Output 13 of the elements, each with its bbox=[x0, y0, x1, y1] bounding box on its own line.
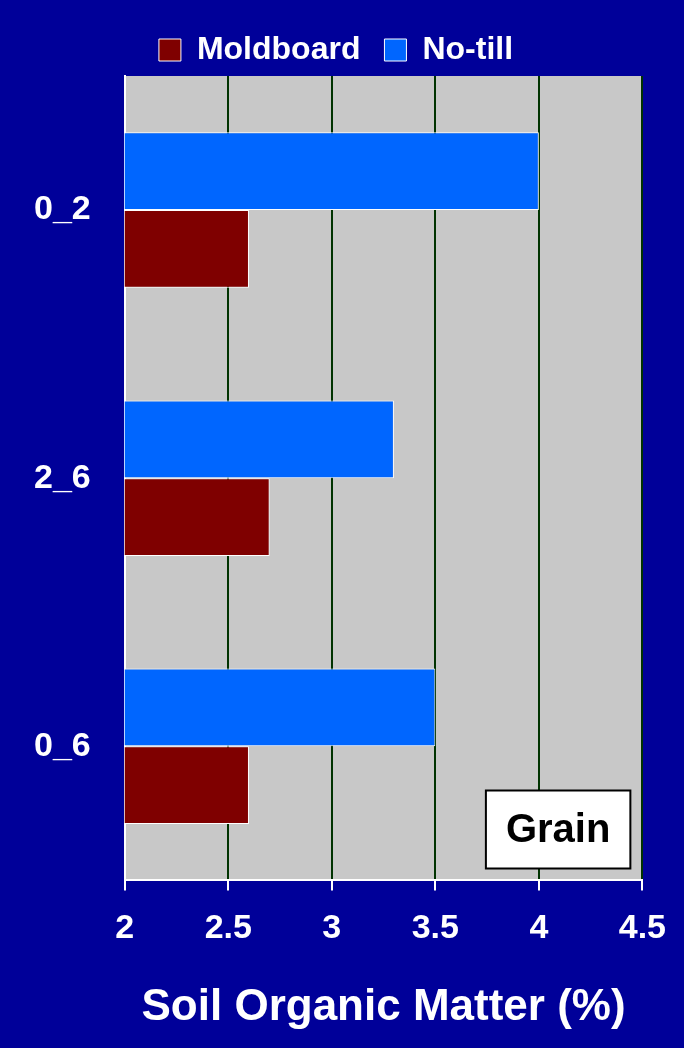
y-tick-label: 0_6 bbox=[33, 724, 91, 763]
x-tick-label: 3.5 bbox=[411, 907, 459, 946]
annotation: Grain bbox=[505, 806, 611, 851]
x-tick-label: 2.5 bbox=[204, 907, 252, 946]
y-tick-label: 2_6 bbox=[33, 456, 91, 495]
x-tick-label: 2 bbox=[115, 907, 135, 946]
legend-label: No-till bbox=[422, 29, 514, 66]
y-tick-label: 0_2 bbox=[33, 188, 91, 227]
x-axis-title: Soil Organic Matter (%) bbox=[141, 979, 626, 1029]
x-tick-label: 4 bbox=[529, 907, 549, 946]
x-tick-label: 4.5 bbox=[618, 907, 666, 946]
legend-label: Moldboard bbox=[196, 29, 361, 66]
x-tick-label: 3 bbox=[322, 907, 342, 946]
